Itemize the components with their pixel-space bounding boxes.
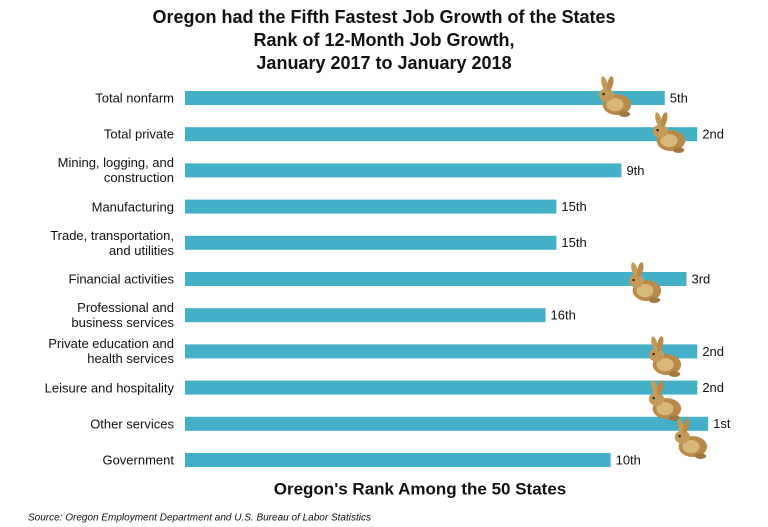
chart-title: Oregon had the Fifth Fastest Job Growth … (152, 7, 615, 27)
category-label: Total private (103, 126, 174, 142)
category-label: Trade, transportation, and utilities (50, 227, 174, 258)
value-label: 16th (551, 308, 576, 323)
value-label: 9th (626, 163, 644, 178)
source-note: Source: Oregon Employment Department and… (28, 513, 371, 524)
bar (185, 453, 611, 467)
value-label: 3rd (691, 271, 710, 286)
value-label: 2nd (702, 127, 724, 142)
bar (185, 308, 546, 323)
bar (185, 199, 557, 214)
chart-title: January 2017 to January 2018 (256, 53, 511, 73)
category-label: Leisure and hospitality (44, 380, 174, 396)
x-axis-label: Oregon's Rank Among the 50 States (274, 479, 566, 498)
category-label: Manufacturing (91, 199, 174, 215)
category-label: Total nonfarm (95, 90, 174, 106)
bar (185, 163, 622, 178)
bar (185, 380, 698, 395)
bar (185, 127, 698, 142)
value-label: 1st (713, 416, 731, 431)
chart-title: Rank of 12-Month Job Growth, (254, 30, 515, 50)
value-label: 15th (561, 199, 586, 214)
category-label: Government (102, 452, 174, 468)
category-label: Mining, logging, and construction (57, 155, 174, 186)
bar (185, 344, 698, 359)
value-label: 2nd (702, 380, 724, 395)
bar (185, 416, 709, 431)
category-label: Other services (90, 416, 174, 432)
value-label: 15th (561, 235, 586, 250)
category-label: Private education and health services (48, 336, 174, 367)
value-label: 2nd (702, 344, 724, 359)
bar (185, 272, 687, 286)
value-label: 5th (670, 90, 688, 105)
bar (185, 235, 557, 250)
category-label: Financial activities (68, 271, 175, 287)
category-label: Professional and business services (71, 300, 174, 331)
bar (185, 91, 665, 105)
value-label: 10th (616, 452, 641, 467)
